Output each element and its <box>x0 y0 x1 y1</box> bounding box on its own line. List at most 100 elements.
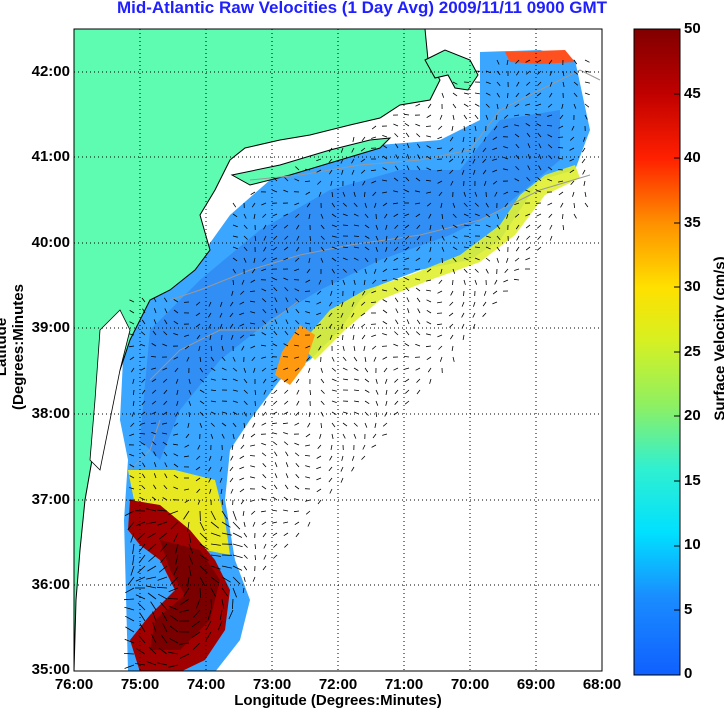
velocity-arrow <box>429 378 432 384</box>
velocity-arrow <box>353 433 357 439</box>
velocity-arrow <box>273 389 278 394</box>
velocity-arrow <box>330 444 333 450</box>
velocity-arrow <box>364 356 367 362</box>
velocity-arrow <box>154 462 157 468</box>
velocity-arrow <box>294 178 300 182</box>
velocity-arrow <box>175 378 179 384</box>
velocity-arrow <box>243 543 248 548</box>
velocity-arrow <box>307 521 311 527</box>
velocity-arrow <box>363 279 366 285</box>
velocity-arrow <box>263 400 267 406</box>
velocity-arrow <box>342 224 349 226</box>
velocity-arrow <box>536 59 542 63</box>
velocity-arrow <box>549 70 553 76</box>
velocity-arrow <box>360 323 366 328</box>
velocity-arrow <box>195 477 201 482</box>
velocity-arrow <box>243 367 247 373</box>
velocity-arrow <box>485 92 491 96</box>
velocity-arrow <box>404 257 410 261</box>
velocity-arrow <box>426 155 432 160</box>
velocity-arrow <box>394 400 399 405</box>
velocity-arrow <box>382 179 388 182</box>
velocity-arrow <box>164 308 168 314</box>
velocity-arrow <box>179 609 190 613</box>
velocity-arrow <box>437 169 443 172</box>
velocity-arrow <box>441 235 445 241</box>
velocity-arrow <box>199 400 205 405</box>
velocity-arrow <box>261 442 267 446</box>
velocity-arrow <box>485 246 491 250</box>
velocity-arrow <box>262 257 267 262</box>
velocity-arrow <box>153 451 157 457</box>
velocity-arrow <box>383 367 388 373</box>
velocity-arrow <box>170 576 179 585</box>
velocity-arrow <box>199 576 206 586</box>
velocity-arrow <box>320 378 325 384</box>
velocity-arrow <box>133 389 135 396</box>
velocity-arrow <box>283 257 289 261</box>
velocity-arrow <box>158 532 168 540</box>
velocity-arrow <box>360 312 366 317</box>
velocity-arrow <box>506 257 509 263</box>
velocity-arrow <box>438 345 443 350</box>
velocity-arrow <box>160 554 168 563</box>
velocity-arrow <box>474 125 477 131</box>
velocity-arrow <box>474 202 479 207</box>
velocity-arrow <box>319 433 322 439</box>
velocity-arrow <box>188 543 194 554</box>
velocity-arrow <box>141 389 146 395</box>
velocity-arrow <box>308 411 311 417</box>
velocity-arrow <box>272 367 278 371</box>
velocity-arrow <box>406 143 410 149</box>
velocity-arrow <box>199 378 205 383</box>
velocity-arrow <box>219 466 223 472</box>
velocity-arrow <box>549 235 553 241</box>
velocity-arrow <box>148 646 157 655</box>
velocity-arrow <box>558 125 564 129</box>
velocity-arrow <box>296 400 300 406</box>
velocity-arrow <box>515 246 520 252</box>
colorbar-tick-label: 45 <box>684 85 701 102</box>
velocity-arrow <box>383 257 388 263</box>
velocity-arrow <box>441 257 443 264</box>
velocity-arrow <box>503 146 509 149</box>
velocity-arrow <box>382 299 388 303</box>
velocity-arrow <box>239 455 245 459</box>
velocity-arrow <box>329 488 333 494</box>
velocity-arrow <box>320 367 323 373</box>
velocity-arrow <box>129 310 135 314</box>
velocity-arrow <box>492 136 498 141</box>
velocity-arrow <box>364 246 370 251</box>
velocity-arrow <box>252 521 256 527</box>
velocity-arrow <box>536 92 542 97</box>
velocity-arrow <box>295 378 300 384</box>
velocity-arrow <box>232 598 234 610</box>
velocity-arrow <box>415 343 421 347</box>
velocity-arrow <box>461 169 465 175</box>
velocity-arrow <box>426 333 432 336</box>
velocity-arrow <box>474 114 479 120</box>
velocity-arrow <box>362 444 366 450</box>
velocity-arrow <box>261 288 267 292</box>
velocity-arrow <box>472 312 476 318</box>
velocity-arrow <box>294 356 300 359</box>
velocity-arrow <box>562 213 564 220</box>
x-tick-label: 74:00 <box>186 676 226 693</box>
velocity-arrow <box>240 499 245 505</box>
velocity-arrow <box>536 213 542 217</box>
velocity-arrow <box>239 312 245 316</box>
velocity-arrow <box>261 202 267 206</box>
velocity-arrow <box>140 343 146 347</box>
velocity-arrow <box>209 334 212 340</box>
velocity-arrow <box>285 319 289 325</box>
velocity-arrow <box>384 411 388 417</box>
velocity-arrow <box>283 509 289 512</box>
velocity-arrow <box>353 279 356 285</box>
velocity-arrow <box>282 422 289 425</box>
velocity-arrow <box>382 279 388 282</box>
velocity-arrow <box>494 191 498 197</box>
velocity-arrow <box>353 180 355 187</box>
velocity-arrow <box>514 202 520 205</box>
velocity-arrow <box>229 312 234 318</box>
velocity-arrow <box>180 598 190 605</box>
